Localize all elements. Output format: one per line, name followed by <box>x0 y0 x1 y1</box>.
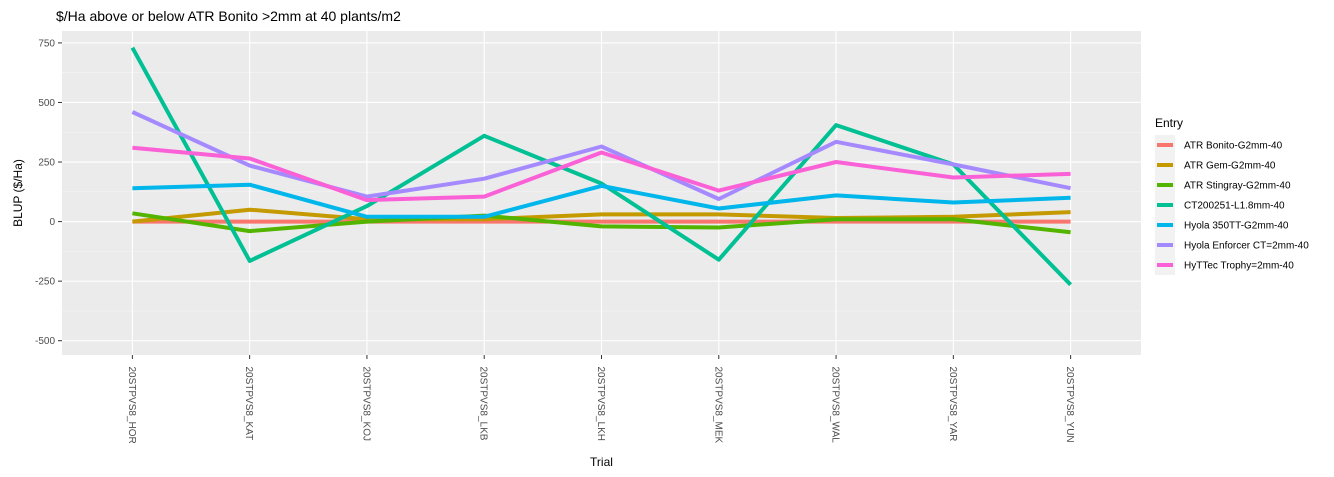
series-line-2 <box>132 211 1071 235</box>
y-tick-label: 750 <box>38 38 55 49</box>
x-axis-title: Trial <box>590 455 613 469</box>
legend-label: ATR Bonito-G2mm-40 <box>1184 141 1283 152</box>
series-line-4 <box>132 182 1071 219</box>
series-lines <box>130 46 1073 287</box>
y-tick-label: 0 <box>49 217 55 228</box>
chart-title: $/Ha above or below ATR Bonito >2mm at 4… <box>56 8 401 24</box>
y-axis-title: BLUP ($/Ha) <box>11 159 25 227</box>
legend-label: CT200251-L1.8mm-40 <box>1184 201 1285 212</box>
series-line-6 <box>132 145 1071 203</box>
x-tick-label: 20STPVS8_LKB <box>478 367 489 441</box>
series-line-5 <box>131 110 1071 201</box>
x-tick-label: 20STPVS8_KOJ <box>360 367 371 441</box>
y-axis: -500 -250 0 250 500 750 <box>35 38 62 347</box>
y-tick-label: -500 <box>35 336 55 347</box>
legend-title: Entry <box>1155 116 1183 130</box>
legend-label: HyTTec Trophy=2mm-40 <box>1184 261 1294 272</box>
x-tick-label: 20STPVS8_MEK <box>712 367 723 444</box>
legend-label: Hyola 350TT-G2mm-40 <box>1184 221 1289 232</box>
legend: Entry ATR Bonito-G2mm-40 ATR Gem-G2mm-40 A… <box>1155 116 1309 275</box>
x-tick-label: 20STPVS8_HOR <box>126 367 137 444</box>
y-tick-label: 250 <box>38 158 55 169</box>
x-tick-label: 20STPVS8_YAR <box>947 367 958 442</box>
x-tick-label: 20STPVS8_KAT <box>243 367 254 441</box>
x-axis: 20STPVS8_HOR 20STPVS8_KAT 20STPVS8_KOJ 20ST… <box>126 355 1075 444</box>
x-tick-label: 20STPVS8_LKH <box>595 367 606 442</box>
x-tick-label: 20STPVS8_YUN <box>1064 367 1075 443</box>
legend-label: ATR Gem-G2mm-40 <box>1184 161 1276 172</box>
legend-label: Hyola Enforcer CT=2mm-40 <box>1184 241 1309 252</box>
series-line-3 <box>130 46 1073 287</box>
y-tick-label: -250 <box>35 277 55 288</box>
legend-label: ATR Stingray-G2mm-40 <box>1184 181 1291 192</box>
x-tick-label: 20STPVS8_WAL <box>830 367 841 444</box>
y-tick-label: 500 <box>38 98 55 109</box>
